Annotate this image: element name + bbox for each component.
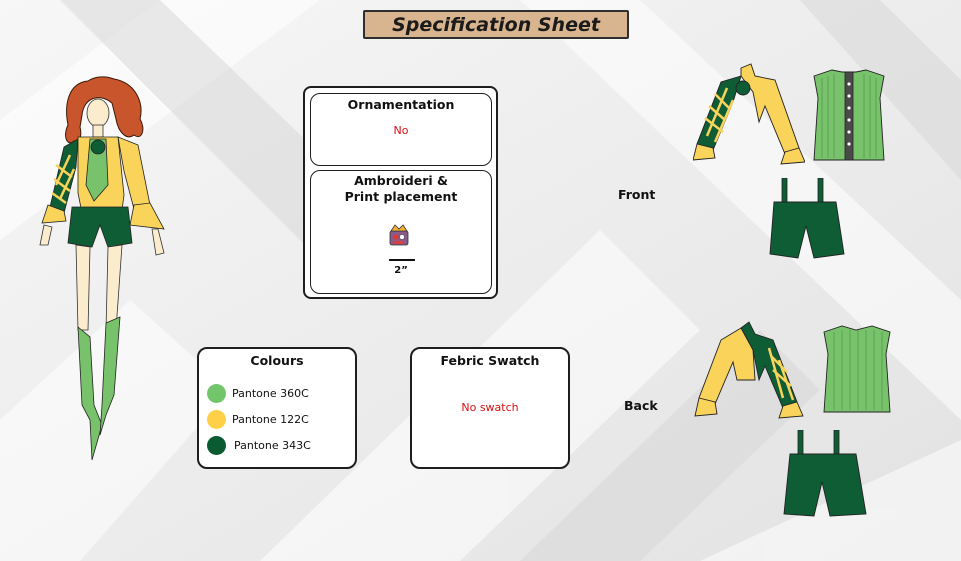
colour-dot	[207, 436, 226, 455]
embroidery-motif-icon	[389, 224, 409, 246]
front-vest-flat	[813, 69, 885, 161]
ornamentation-box: Ornamentation No	[310, 93, 492, 166]
ornamentation-embroidery-panel: Ornamentation No Ambroideri & Print plac…	[303, 86, 498, 299]
front-view-label: Front	[618, 187, 656, 202]
colour-dot	[207, 410, 226, 429]
colour-item: Pantone 360C	[207, 384, 309, 403]
page-title: Specification Sheet	[363, 10, 629, 39]
fabric-swatch-title: Febric Swatch	[440, 353, 540, 368]
ornamentation-value: No	[393, 124, 409, 137]
embroidery-title-line1: Ambroideri &	[354, 173, 448, 188]
colour-item: Pantone 122C	[207, 410, 309, 429]
colour-label: Pantone 343C	[234, 439, 311, 452]
colours-title: Colours	[250, 353, 304, 368]
back-view-label: Back	[624, 398, 658, 413]
back-jacket-flat	[694, 321, 804, 419]
front-shorts-flat	[769, 178, 845, 259]
fabric-swatch-value: No swatch	[461, 401, 519, 414]
colours-box: Colours Pantone 360C Pantone 122C Panton…	[197, 347, 357, 469]
model-illustration	[39, 76, 165, 461]
embroidery-size-label: 2”	[394, 265, 408, 276]
colour-item: Pantone 343C	[207, 436, 311, 455]
ornamentation-title: Ornamentation	[347, 97, 455, 112]
colour-label: Pantone 360C	[232, 387, 309, 400]
embroidery-box: Ambroideri & Print placement 2”	[310, 170, 492, 294]
fabric-swatch-box: Febric Swatch No swatch	[410, 347, 570, 469]
colour-label: Pantone 122C	[232, 413, 309, 426]
back-vest-flat	[823, 325, 891, 413]
colour-dot	[207, 384, 226, 403]
embroidery-size-line	[389, 259, 415, 261]
back-shorts-flat	[783, 430, 867, 517]
embroidery-title-line2: Print placement	[344, 189, 458, 204]
front-jacket-flat	[693, 63, 805, 165]
